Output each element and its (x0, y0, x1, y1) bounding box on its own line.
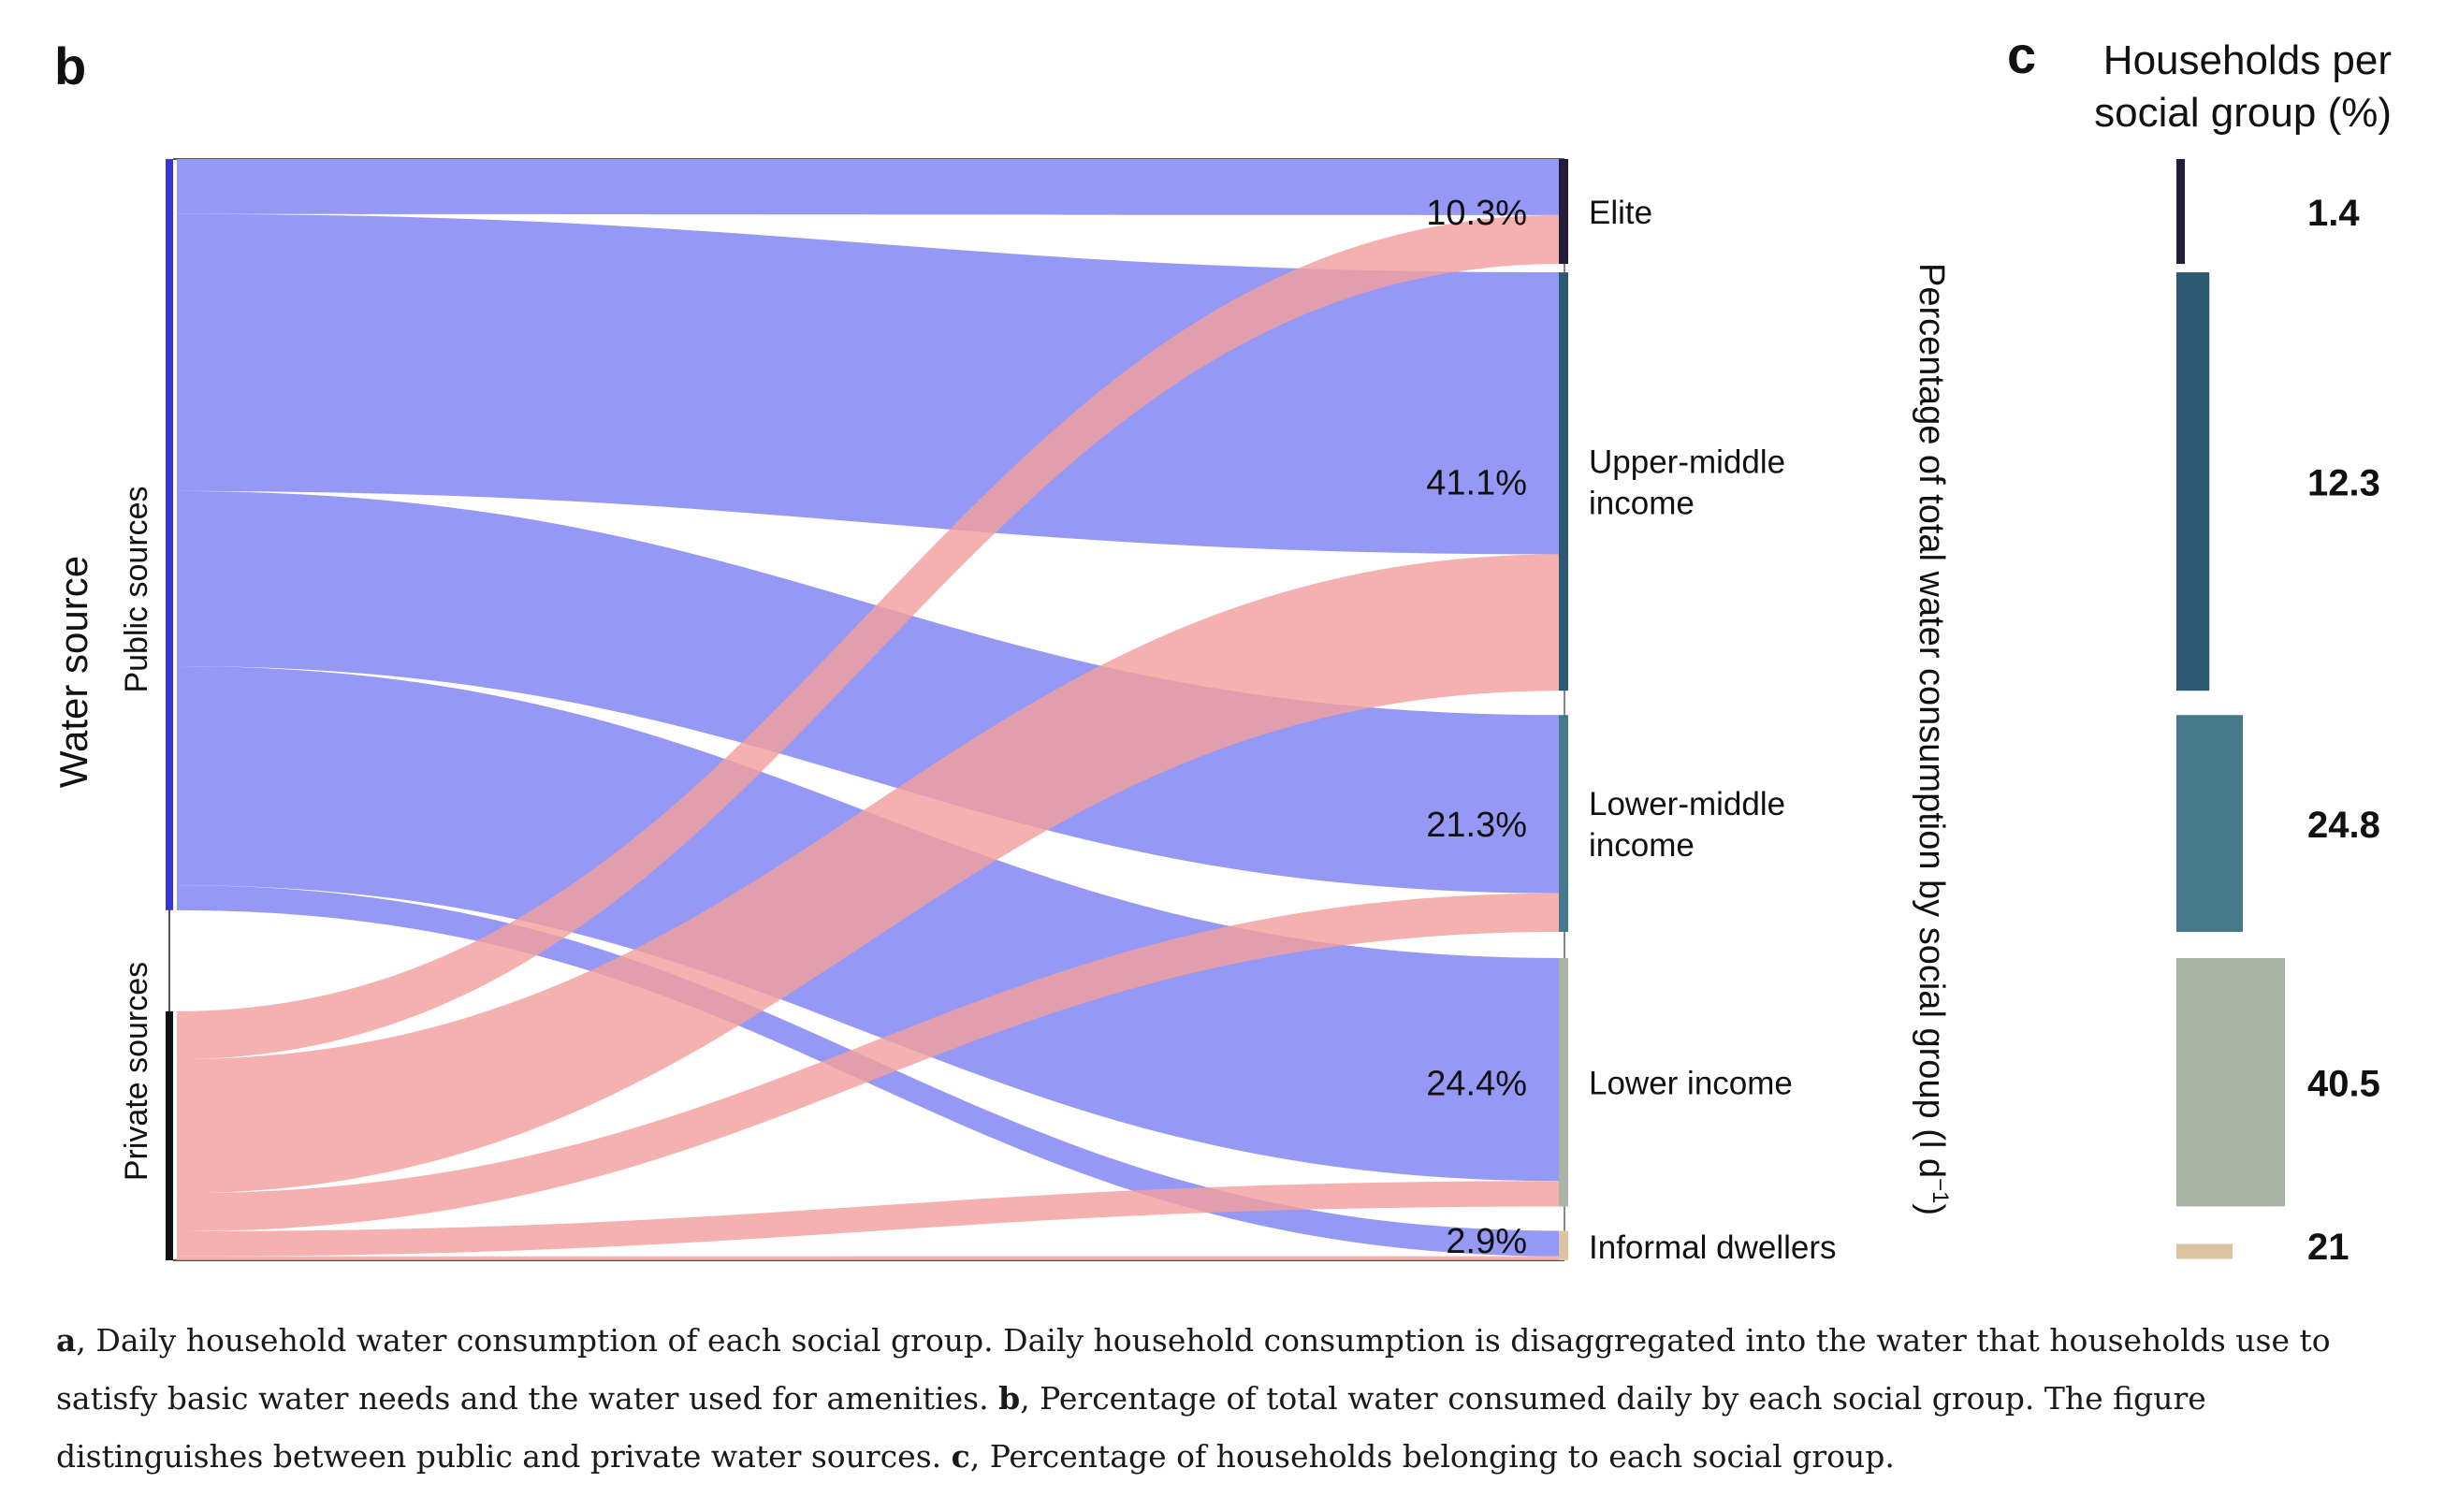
group-label-elite-line1: Elite (1589, 195, 1652, 231)
group-label-lower-income-line1: Lower income (1589, 1066, 1793, 1102)
consumption-axis-title-sup: −1 (1928, 1178, 1953, 1203)
target-node-lower-income (1559, 957, 1568, 1207)
household-value-upper-middle-income: 12.3 (2307, 463, 2380, 504)
caption-panel-letter-a: a (56, 1322, 77, 1359)
household-bar-elite (2176, 159, 2185, 265)
household-bar-upper-middle-income (2176, 272, 2210, 691)
source-node-private (166, 1010, 173, 1260)
group-label-upper-middle-income-line2: income (1589, 486, 1695, 522)
flow-public-to-lower-middle-income (177, 490, 1561, 894)
consumption-axis-title-main: Percentage of total water consumption by… (1912, 263, 1951, 1178)
group-pct-upper-middle-income: 41.1% (1426, 464, 1527, 503)
household-value-lower-middle-income: 24.8 (2307, 805, 2380, 846)
household-bar-lower-middle-income (2176, 715, 2244, 932)
figure-caption: a, Daily household water consumption of … (56, 1312, 2395, 1486)
flow-private-to-lower-middle-income (177, 893, 1561, 1231)
caption-text-c: , Percentage of households belonging to … (969, 1438, 1895, 1475)
source-node-public (166, 159, 173, 910)
caption-text-a: , Daily household water consumption of e… (56, 1322, 2331, 1417)
group-pct-informal-dwellers: 2.9% (1446, 1222, 1527, 1261)
caption-panel-letter-c: c (951, 1438, 970, 1475)
panel-c-title-line2: social group (%) (2094, 90, 2392, 136)
caption-text-b: , Percentage of total water consumed dai… (56, 1380, 2206, 1475)
household-bar-informal-dwellers (2176, 1243, 2233, 1259)
household-value-informal-dwellers: 21 (2307, 1227, 2349, 1268)
group-pct-lower-middle-income: 21.3% (1426, 806, 1527, 845)
flow-public-to-elite (177, 159, 1561, 215)
panel-b-letter: b (54, 36, 86, 95)
water-source-axis-title: Water source (51, 556, 95, 788)
public-sources-label: Public sources (119, 486, 154, 692)
panel-c-letter: c (2007, 25, 2036, 84)
group-pct-lower-income: 24.4% (1426, 1065, 1527, 1104)
target-node-informal-dwellers (1559, 1230, 1568, 1260)
flow-private-to-elite (177, 214, 1561, 1060)
group-label-lower-middle-income-line1: Lower-middle (1589, 786, 1785, 822)
consumption-axis-title-end: ) (1912, 1203, 1951, 1215)
flow-private-to-lower-income (177, 1181, 1561, 1257)
flow-private-to-upper-middle-income (177, 554, 1561, 1194)
group-pct-elite: 10.3% (1426, 194, 1527, 233)
group-label-upper-middle-income-line1: Upper-middle (1589, 444, 1785, 481)
household-value-lower-income: 40.5 (2307, 1064, 2380, 1105)
figure: b c Households per social group (%) Wate… (51, 25, 2392, 1268)
target-node-elite (1559, 159, 1568, 265)
household-bar-chart: 1.4 12.3 24.8 40.5 21 (2176, 159, 2380, 1268)
group-label-lower-middle-income-line2: income (1589, 827, 1695, 864)
group-label-informal-dwellers-line1: Informal dwellers (1589, 1229, 1837, 1266)
flow-public-to-upper-middle-income (177, 213, 1561, 555)
consumption-axis-title: Percentage of total water consumption by… (1912, 263, 1953, 1215)
target-node-upper-middle-income (1559, 272, 1568, 691)
target-node-lower-middle-income (1559, 715, 1568, 932)
private-sources-label: Private sources (119, 962, 154, 1181)
sankey-chart: Elite 10.3% Upper-middle income 41.1% Lower-m… (166, 158, 1837, 1266)
flow-private-to-informal-dwellers (177, 1256, 1561, 1260)
caption-panel-letter-b: b (998, 1380, 1021, 1417)
household-bar-lower-income (2176, 957, 2285, 1207)
panel-c-title-line1: Households per (2103, 37, 2392, 83)
household-value-elite: 1.4 (2307, 193, 2360, 234)
